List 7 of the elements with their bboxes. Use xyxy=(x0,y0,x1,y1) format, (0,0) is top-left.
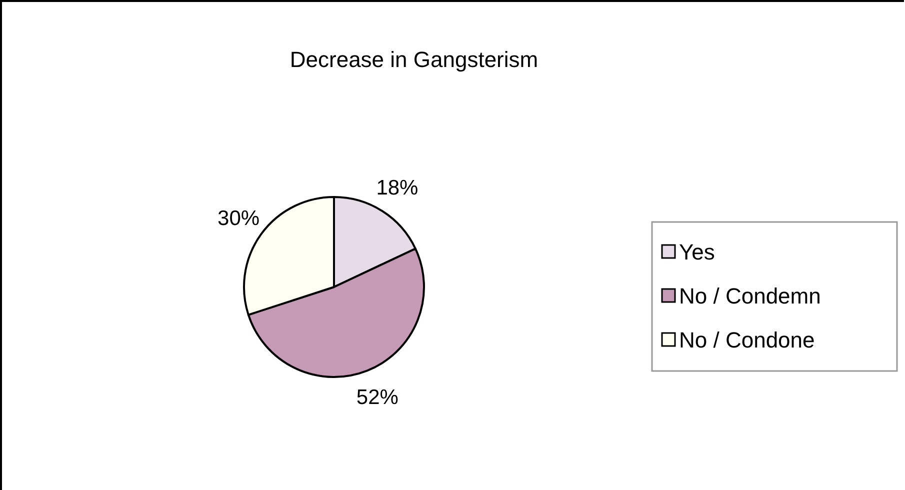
legend-label: No / Condone xyxy=(679,328,815,353)
legend-label: No / Condemn xyxy=(679,284,821,309)
chart-title: Decrease in Gangsterism xyxy=(290,47,538,72)
data-label: 18% xyxy=(376,176,418,200)
legend-label: Yes xyxy=(679,240,715,265)
data-label: 30% xyxy=(218,206,260,230)
data-label: 52% xyxy=(356,386,398,410)
